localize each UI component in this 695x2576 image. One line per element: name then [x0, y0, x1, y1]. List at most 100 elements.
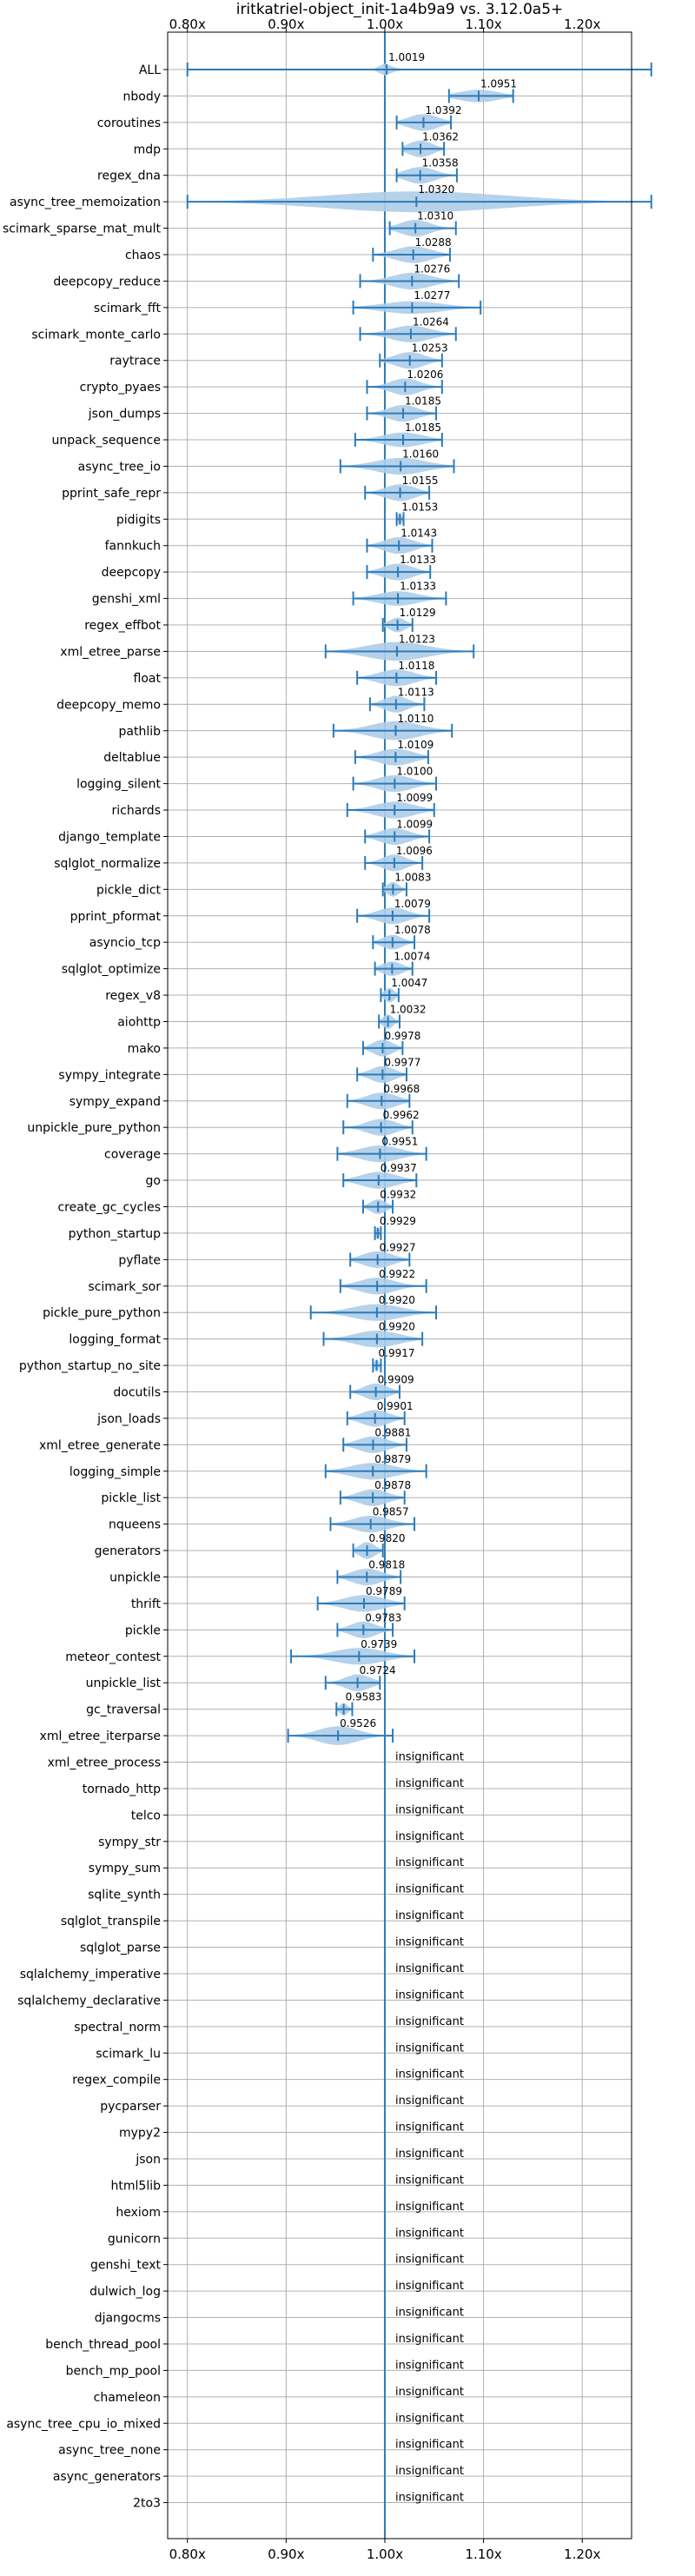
- benchmark-label: async_tree_none: [58, 2444, 161, 2458]
- x-tick-label-bottom: 1.10x: [465, 2546, 501, 2562]
- data-label: 1.0083: [394, 871, 431, 883]
- benchmark-label: sqlglot_parse: [80, 1942, 161, 1955]
- benchmark-label: python_startup: [69, 1227, 161, 1241]
- data-label: 0.9789: [366, 1585, 402, 1597]
- benchmark-label: gc_traversal: [86, 1703, 161, 1717]
- data-label: 1.0118: [398, 660, 434, 672]
- data-label: 0.9724: [360, 1664, 396, 1676]
- insignificant-label: insignificant: [395, 2068, 464, 2081]
- data-label: 1.0160: [402, 448, 439, 460]
- data-label: 0.9901: [377, 1400, 414, 1412]
- benchmark-label: xml_etree_iterparse: [40, 1730, 161, 1743]
- data-label: 1.0100: [396, 766, 433, 778]
- benchmark-label: asyncio_tcp: [89, 936, 161, 950]
- benchmark-label: scimark_fft: [94, 302, 162, 315]
- benchmark-label: django_template: [58, 830, 161, 844]
- benchmark-label: async_tree_memoization: [10, 196, 161, 209]
- benchmark-label: float: [134, 672, 162, 686]
- benchmark-label: mdp: [134, 143, 162, 156]
- benchmark-label: fannkuch: [105, 540, 161, 554]
- data-label: 0.9739: [361, 1638, 397, 1650]
- insignificant-label: insignificant: [395, 2201, 464, 2214]
- x-tick-label-top: 0.80x: [169, 17, 206, 32]
- data-label: 1.0185: [405, 422, 441, 434]
- benchmark-label: gunicorn: [108, 2232, 161, 2246]
- insignificant-label: insignificant: [395, 2174, 464, 2187]
- insignificant-label: insignificant: [395, 2412, 464, 2425]
- benchmark-label: coroutines: [97, 116, 161, 130]
- data-label: 1.0129: [400, 607, 436, 619]
- insignificant-label: insignificant: [395, 1883, 464, 1896]
- insignificant-label: insignificant: [395, 1777, 464, 1790]
- benchmark-label: tornado_http: [83, 1783, 161, 1796]
- benchmark-label: coverage: [104, 1148, 161, 1162]
- benchmark-label: regex_effbot: [84, 619, 161, 633]
- data-label: 1.0133: [400, 581, 436, 593]
- benchmark-label: bench_thread_pool: [45, 2338, 161, 2352]
- benchmark-label: dulwich_log: [89, 2285, 161, 2299]
- insignificant-label: insignificant: [395, 2465, 464, 2478]
- benchmark-label: djangocms: [95, 2312, 161, 2326]
- data-label: 1.0253: [412, 342, 448, 355]
- benchmark-label: mypy2: [119, 2127, 161, 2141]
- x-tick-label-top: 0.90x: [268, 17, 304, 32]
- benchmark-label: sqlglot_optimize: [62, 963, 161, 977]
- data-label: 1.0206: [407, 368, 443, 381]
- data-label: 0.9920: [379, 1294, 415, 1306]
- data-label: 0.9526: [340, 1717, 376, 1730]
- data-label: 0.9927: [380, 1241, 416, 1253]
- insignificant-label: insignificant: [395, 2121, 464, 2134]
- benchmark-label: sympy_integrate: [58, 1068, 161, 1082]
- insignificant-label: insignificant: [395, 2015, 464, 2028]
- benchmark-label: logging_format: [69, 1333, 161, 1347]
- benchmark-label: unpickle_pure_python: [27, 1121, 161, 1135]
- insignificant-label: insignificant: [395, 2095, 464, 2108]
- data-label: 1.0320: [418, 183, 454, 196]
- chart-title: iritkatriel-object_init-1a4b9a9 vs. 3.12…: [236, 1, 564, 18]
- data-label: 0.9818: [368, 1559, 405, 1571]
- data-label: 0.9920: [379, 1321, 415, 1333]
- insignificant-label: insignificant: [395, 1909, 464, 1922]
- data-label: 0.9977: [384, 1056, 420, 1068]
- data-label: 1.0123: [399, 633, 435, 645]
- data-label: 0.9820: [369, 1532, 406, 1544]
- benchmark-label: pickle_dict: [96, 883, 162, 897]
- benchmark-label: logging_simple: [70, 1465, 161, 1479]
- benchmark-label: pickle_pure_python: [43, 1306, 161, 1320]
- benchmark-label: spectral_norm: [74, 2021, 161, 2035]
- benchmark-label: pathlib: [119, 725, 162, 739]
- x-tick-label-bottom: 0.90x: [268, 2546, 304, 2562]
- benchmark-label: async_generators: [53, 2470, 161, 2484]
- benchmark-label: pycparser: [100, 2100, 161, 2114]
- benchmark-label: async_tree_io: [78, 460, 161, 474]
- benchmark-label: html5lib: [111, 2179, 162, 2193]
- data-label: 1.0047: [391, 977, 427, 989]
- data-label: 0.9968: [383, 1083, 420, 1095]
- benchmark-label: json_dumps: [88, 408, 161, 422]
- data-label: 0.9929: [380, 1215, 416, 1227]
- benchmark-label: sqlglot_normalize: [54, 857, 161, 871]
- benchmark-label: scimark_lu: [96, 2047, 161, 2061]
- benchmark-label: raytrace: [109, 355, 161, 368]
- insignificant-label: insignificant: [395, 2492, 464, 2505]
- x-tick-label-top: 1.20x: [564, 17, 600, 32]
- data-label: 1.0099: [396, 818, 433, 830]
- data-label: 0.9879: [374, 1453, 411, 1465]
- data-label: 0.9978: [384, 1030, 420, 1042]
- benchmark-label: mako: [128, 1042, 161, 1056]
- benchmark-label: unpack_sequence: [52, 434, 161, 448]
- benchmark-label: pprint_pformat: [70, 910, 162, 924]
- data-label: 1.0155: [402, 475, 439, 487]
- data-label: 0.9583: [346, 1691, 382, 1703]
- benchmark-label: python_startup_no_site: [19, 1359, 161, 1373]
- data-label: 1.0074: [394, 951, 430, 963]
- data-label: 1.0277: [414, 289, 450, 302]
- benchmark-label: sqlite_synth: [88, 1889, 161, 1902]
- data-label: 1.0133: [400, 554, 436, 566]
- data-label: 0.9917: [379, 1347, 415, 1359]
- data-label: 1.0358: [422, 157, 459, 169]
- benchmark-label: scimark_sor: [88, 1280, 161, 1294]
- benchmark-label: sqlalchemy_imperative: [20, 1968, 161, 1982]
